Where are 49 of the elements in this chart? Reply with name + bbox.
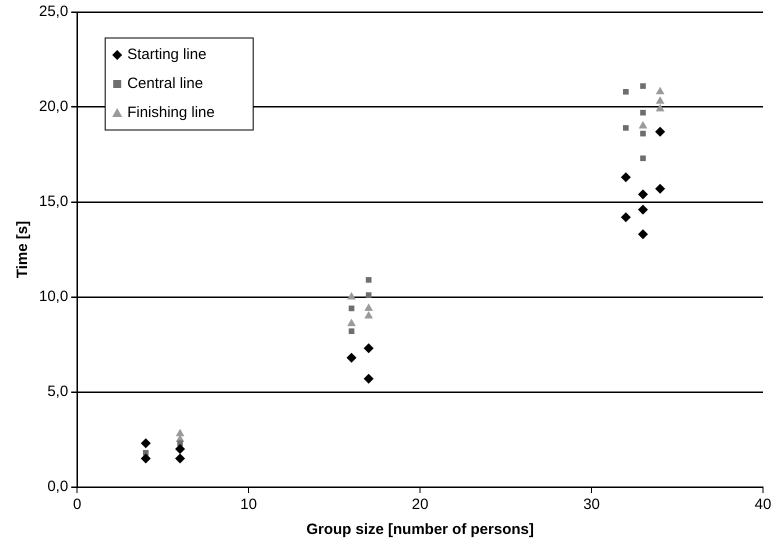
point bbox=[620, 172, 631, 182]
point bbox=[640, 155, 646, 162]
x-tick-label: 10 bbox=[240, 496, 257, 514]
point bbox=[620, 212, 631, 222]
point bbox=[640, 83, 646, 89]
x-tick-label: 30 bbox=[583, 496, 600, 514]
point bbox=[364, 311, 373, 318]
point bbox=[140, 454, 151, 464]
point bbox=[364, 374, 374, 384]
point bbox=[364, 343, 374, 354]
point bbox=[175, 444, 186, 454]
point bbox=[366, 277, 372, 283]
point bbox=[623, 125, 629, 131]
point bbox=[347, 292, 356, 300]
point bbox=[366, 292, 372, 298]
point bbox=[638, 229, 648, 240]
point bbox=[640, 110, 646, 116]
y-tick-label: 10,0 bbox=[38, 288, 68, 306]
point bbox=[176, 428, 184, 436]
point bbox=[656, 96, 664, 104]
point bbox=[655, 184, 666, 194]
y-tick-label: 0,0 bbox=[47, 478, 68, 496]
y-tick-label: 25,0 bbox=[38, 3, 68, 20]
x-tick-label: 40 bbox=[754, 496, 772, 514]
point bbox=[623, 88, 629, 95]
x-tick-label: 0 bbox=[73, 496, 82, 514]
point bbox=[364, 303, 373, 311]
point bbox=[638, 121, 648, 128]
point bbox=[656, 104, 664, 112]
x-tick-label: 20 bbox=[412, 496, 428, 514]
legend-label: Starting line bbox=[127, 46, 206, 64]
point bbox=[638, 189, 648, 200]
point bbox=[140, 438, 151, 448]
y-tick-label: 20,0 bbox=[38, 98, 68, 116]
point bbox=[348, 306, 354, 312]
y-tick-label: 5,0 bbox=[47, 383, 68, 400]
legend-label: Central line bbox=[127, 75, 204, 92]
point bbox=[656, 86, 664, 94]
point bbox=[638, 204, 648, 215]
point bbox=[347, 318, 356, 326]
point bbox=[346, 352, 357, 363]
y-tick-label: 15,0 bbox=[38, 193, 68, 210]
point bbox=[655, 126, 666, 137]
point bbox=[348, 328, 354, 334]
x-axis-title: Group size [number of persons] bbox=[306, 521, 534, 538]
y-axis-title: Time [s] bbox=[14, 220, 32, 278]
point bbox=[640, 130, 646, 136]
point bbox=[175, 454, 186, 464]
legend-label: Finishing line bbox=[127, 104, 215, 122]
